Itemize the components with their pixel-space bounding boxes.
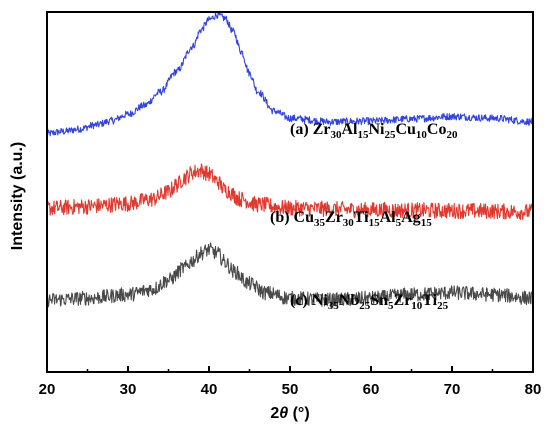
x-tick-label: 70 bbox=[444, 381, 461, 398]
series-line-2 bbox=[46, 163, 534, 221]
x-tick-label: 30 bbox=[120, 381, 137, 398]
x-tick-label: 50 bbox=[282, 381, 299, 398]
series-line-3 bbox=[46, 242, 534, 308]
x-tick-label: 40 bbox=[201, 381, 218, 398]
x-tick-label: 80 bbox=[525, 381, 542, 398]
y-axis-title: Intensity (a.u.) bbox=[9, 142, 26, 250]
series-label-2: (b) Cu35Zr30Ti15Al5Ag15 bbox=[270, 209, 432, 229]
plot-area: (a) Zr30Al15Ni25Cu10Co20 (b) Cu35Zr30Ti15… bbox=[46, 11, 534, 312]
series-label-3: (c) Ni35Nb25Sn5Zr10Ti25 bbox=[290, 292, 449, 312]
x-axis-title: 2θ (°) bbox=[270, 405, 309, 422]
series-label-1: (a) Zr30Al15Ni25Cu10Co20 bbox=[290, 121, 458, 141]
x-tick-label: 60 bbox=[363, 381, 380, 398]
series-line-1 bbox=[46, 11, 534, 137]
axes: 20 30 40 50 60 70 80 bbox=[39, 11, 542, 398]
x-tick-label: 20 bbox=[39, 381, 56, 398]
plot-frame bbox=[46, 11, 534, 373]
